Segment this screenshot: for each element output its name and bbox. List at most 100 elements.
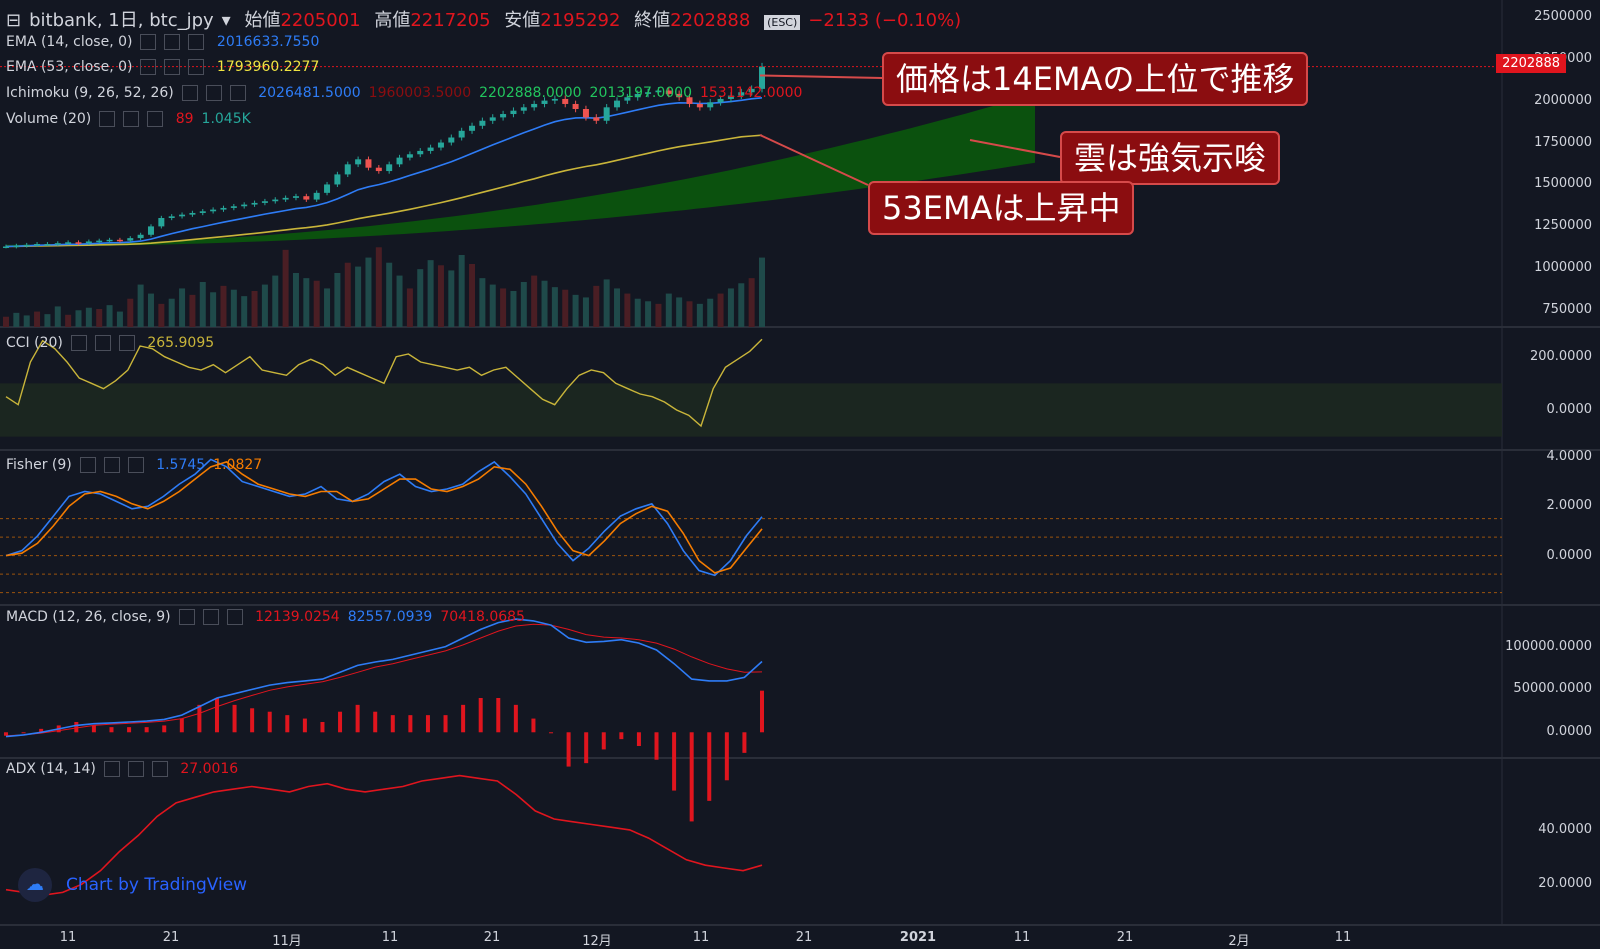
gear-icon[interactable] xyxy=(103,457,120,473)
eye-icon[interactable] xyxy=(181,85,198,101)
eye-icon[interactable] xyxy=(178,609,195,625)
eye-icon[interactable] xyxy=(140,34,157,50)
candle-body xyxy=(593,117,600,121)
eye-icon[interactable] xyxy=(79,457,96,473)
gear-icon[interactable] xyxy=(94,335,111,351)
close-icon[interactable] xyxy=(147,111,164,127)
macd-histogram-bar xyxy=(425,715,430,733)
close-icon[interactable] xyxy=(188,34,205,50)
chevron-down-icon[interactable]: ▾ xyxy=(221,10,231,31)
macd-histogram-bar xyxy=(707,732,712,801)
eye-icon[interactable] xyxy=(70,335,87,351)
volume-bar xyxy=(655,303,662,327)
close-icon[interactable] xyxy=(151,761,168,777)
symbol-menu-icon[interactable]: ⊟ xyxy=(6,10,22,31)
macd-histogram-bar xyxy=(214,698,219,733)
ichimoku-v1: 2026481.5000 xyxy=(258,85,361,101)
candle-body xyxy=(572,103,579,109)
candle-body xyxy=(458,130,465,138)
adx-legend: ADX (14, 14) 27.0016 xyxy=(6,761,246,777)
candle-body xyxy=(334,174,341,185)
symbol-title[interactable]: bitbank, 1日, btc_jpy xyxy=(29,10,214,31)
adx-label[interactable]: ADX (14, 14) xyxy=(6,761,96,777)
candle-body xyxy=(13,245,20,248)
macd-histogram-bar xyxy=(285,715,290,733)
ema53-value: 1793960.2277 xyxy=(216,59,320,75)
ema53-legend: EMA (53, close, 0) 1793960.2277 xyxy=(6,59,327,75)
volume-bar xyxy=(717,293,724,327)
gear-icon[interactable] xyxy=(205,85,222,101)
adx-value: 27.0016 xyxy=(180,761,239,777)
macd-histogram-bar xyxy=(232,704,237,733)
gear-icon[interactable] xyxy=(164,59,181,75)
fisher-label[interactable]: Fisher (9) xyxy=(6,457,72,473)
cci-label[interactable]: CCI (20) xyxy=(6,335,63,351)
price-axis-label: 2500000 xyxy=(1534,8,1592,24)
volume-bar xyxy=(614,288,621,327)
macd-histogram-bar xyxy=(619,732,624,740)
x-axis-label: 12月 xyxy=(582,934,612,949)
gear-icon[interactable] xyxy=(202,609,219,625)
callout-price-above-ema14: 価格は14EMAの上位で推移 xyxy=(882,52,1309,106)
price-axis-label: 2000000 xyxy=(1534,92,1592,108)
candle-body xyxy=(210,209,217,212)
macd-histogram-bar xyxy=(601,732,606,750)
x-axis-label: 11 xyxy=(692,930,710,945)
volume-bar xyxy=(593,285,600,327)
close-label: 終値 xyxy=(634,10,671,31)
low-label: 安値 xyxy=(504,10,541,31)
gear-icon[interactable] xyxy=(164,34,181,50)
open-value: 2205001 xyxy=(280,10,361,31)
close-icon[interactable] xyxy=(188,59,205,75)
macd-axis-label: 50000.0000 xyxy=(1513,681,1592,697)
ichimoku-label[interactable]: Ichimoku (9, 26, 52, 26) xyxy=(6,85,174,101)
candle-body xyxy=(717,98,724,103)
volume-bar xyxy=(303,278,310,327)
gear-icon[interactable] xyxy=(123,111,140,127)
eye-icon[interactable] xyxy=(99,111,116,127)
volume-bar xyxy=(738,283,745,327)
esc-button[interactable]: (ESC) xyxy=(764,15,801,30)
eye-icon[interactable] xyxy=(103,761,120,777)
cci-legend: CCI (20) 265.9095 xyxy=(6,335,222,351)
volume-bar xyxy=(230,289,237,327)
chart-header: ⊟ bitbank, 1日, btc_jpy ▾ 始値2205001 高値22172… xyxy=(6,6,969,32)
price-axis-label: 1000000 xyxy=(1534,260,1592,276)
eye-icon[interactable] xyxy=(140,59,157,75)
macd-label[interactable]: MACD (12, 26, close, 9) xyxy=(6,609,171,625)
volume-bar xyxy=(551,287,558,327)
x-axis-label: 11月 xyxy=(272,934,302,949)
volume-label[interactable]: Volume (20) xyxy=(6,111,92,127)
macd-histogram-bar xyxy=(197,704,202,733)
candle-body xyxy=(137,234,144,239)
macd-histogram-bar xyxy=(672,732,677,791)
volume-bar xyxy=(427,260,434,327)
volume-bar xyxy=(500,288,507,327)
fisher-axis-label: 4.0000 xyxy=(1546,448,1593,464)
volume-bar xyxy=(251,291,258,327)
close-icon[interactable] xyxy=(226,609,243,625)
volume-bar xyxy=(127,298,134,327)
candle-body xyxy=(551,98,558,101)
close-icon[interactable] xyxy=(118,335,135,351)
candle-body xyxy=(158,218,165,227)
volume-bar xyxy=(147,293,154,327)
volume-bar xyxy=(665,293,672,327)
candle-body xyxy=(375,167,382,172)
volume-bar xyxy=(168,298,175,327)
candle-body xyxy=(199,211,206,213)
close-icon[interactable] xyxy=(229,85,246,101)
cci-axis-label: 200.0000 xyxy=(1529,348,1592,364)
close-icon[interactable] xyxy=(127,457,144,473)
ema14-label[interactable]: EMA (14, close, 0) xyxy=(6,34,133,50)
ema53-label[interactable]: EMA (53, close, 0) xyxy=(6,59,133,75)
cci-value: 265.9095 xyxy=(147,335,215,351)
macd-histogram-bar xyxy=(320,722,325,733)
volume-bar xyxy=(54,306,61,327)
price-axis-label: 1250000 xyxy=(1534,218,1592,234)
volume-bar xyxy=(759,257,765,327)
macd-v2: 82557.0939 xyxy=(347,609,433,625)
tradingview-logo[interactable]: ☁ Chart by TradingView xyxy=(18,868,247,902)
candle-body xyxy=(489,117,496,121)
gear-icon[interactable] xyxy=(127,761,144,777)
